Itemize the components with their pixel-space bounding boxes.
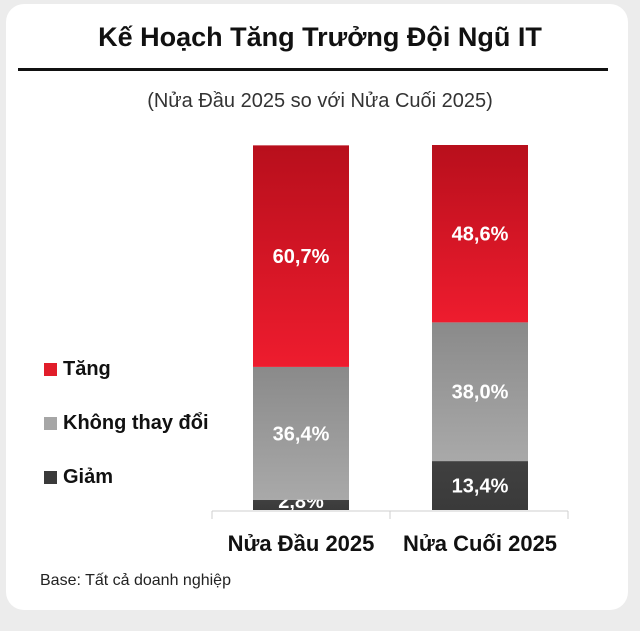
legend-label-giam: Giảm [63, 465, 114, 488]
data-label-nua-cuoi-2025-khong-thay-doi: 38,0% [452, 382, 509, 404]
legend-item-khong-thay-doi: Không thay đổi [44, 409, 209, 437]
chart-subtitle: (Nửa Đầu 2025 so với Nửa Cuối 2025) [147, 90, 493, 112]
legend-item-giam: Giảm [44, 463, 209, 491]
data-label-nua-dau-2025-tang: 60,7% [273, 246, 330, 268]
bar-nua-dau-2025-tang [253, 145, 349, 367]
x-tick-label-nua-dau-2025: Nửa Đầu 2025 [228, 531, 375, 556]
bars-group: 2,8%36,4%60,7%13,4%38,0%48,6% [253, 145, 528, 513]
legend-swatch-giam [44, 470, 57, 484]
legend: Tăng Không thay đổi Giảm [44, 355, 209, 517]
base-note: Base: Tất cả doanh nghiệp [40, 572, 231, 589]
legend-swatch-tang [44, 362, 57, 376]
data-label-nua-cuoi-2025-giam: 13,4% [452, 476, 509, 498]
chart-title: Kế Hoạch Tăng Trưởng Đội Ngũ IT [98, 22, 542, 52]
x-axis: Nửa Đầu 2025 Nửa Cuối 2025 [211, 510, 569, 556]
data-label-nua-cuoi-2025-tang: 48,6% [452, 224, 509, 246]
bar-nua-cuoi-2025-khong-thay-doi [432, 322, 528, 462]
bar-nua-cuoi-2025-giam [432, 461, 528, 510]
legend-swatch-khong-thay-doi [44, 416, 57, 430]
x-tick-label-nua-cuoi-2025: Nửa Cuối 2025 [403, 531, 557, 556]
bar-nua-cuoi-2025-tang [432, 145, 528, 323]
bar-nua-dau-2025-giam [253, 499, 349, 510]
data-label-nua-dau-2025-khong-thay-doi: 36,4% [273, 423, 330, 445]
bar-nua-dau-2025-khong-thay-doi [253, 366, 349, 500]
title-divider [18, 68, 608, 71]
legend-label-tang: Tăng [63, 357, 111, 380]
legend-item-tang: Tăng [44, 355, 209, 383]
legend-label-khong-thay-doi: Không thay đổi [63, 411, 209, 434]
